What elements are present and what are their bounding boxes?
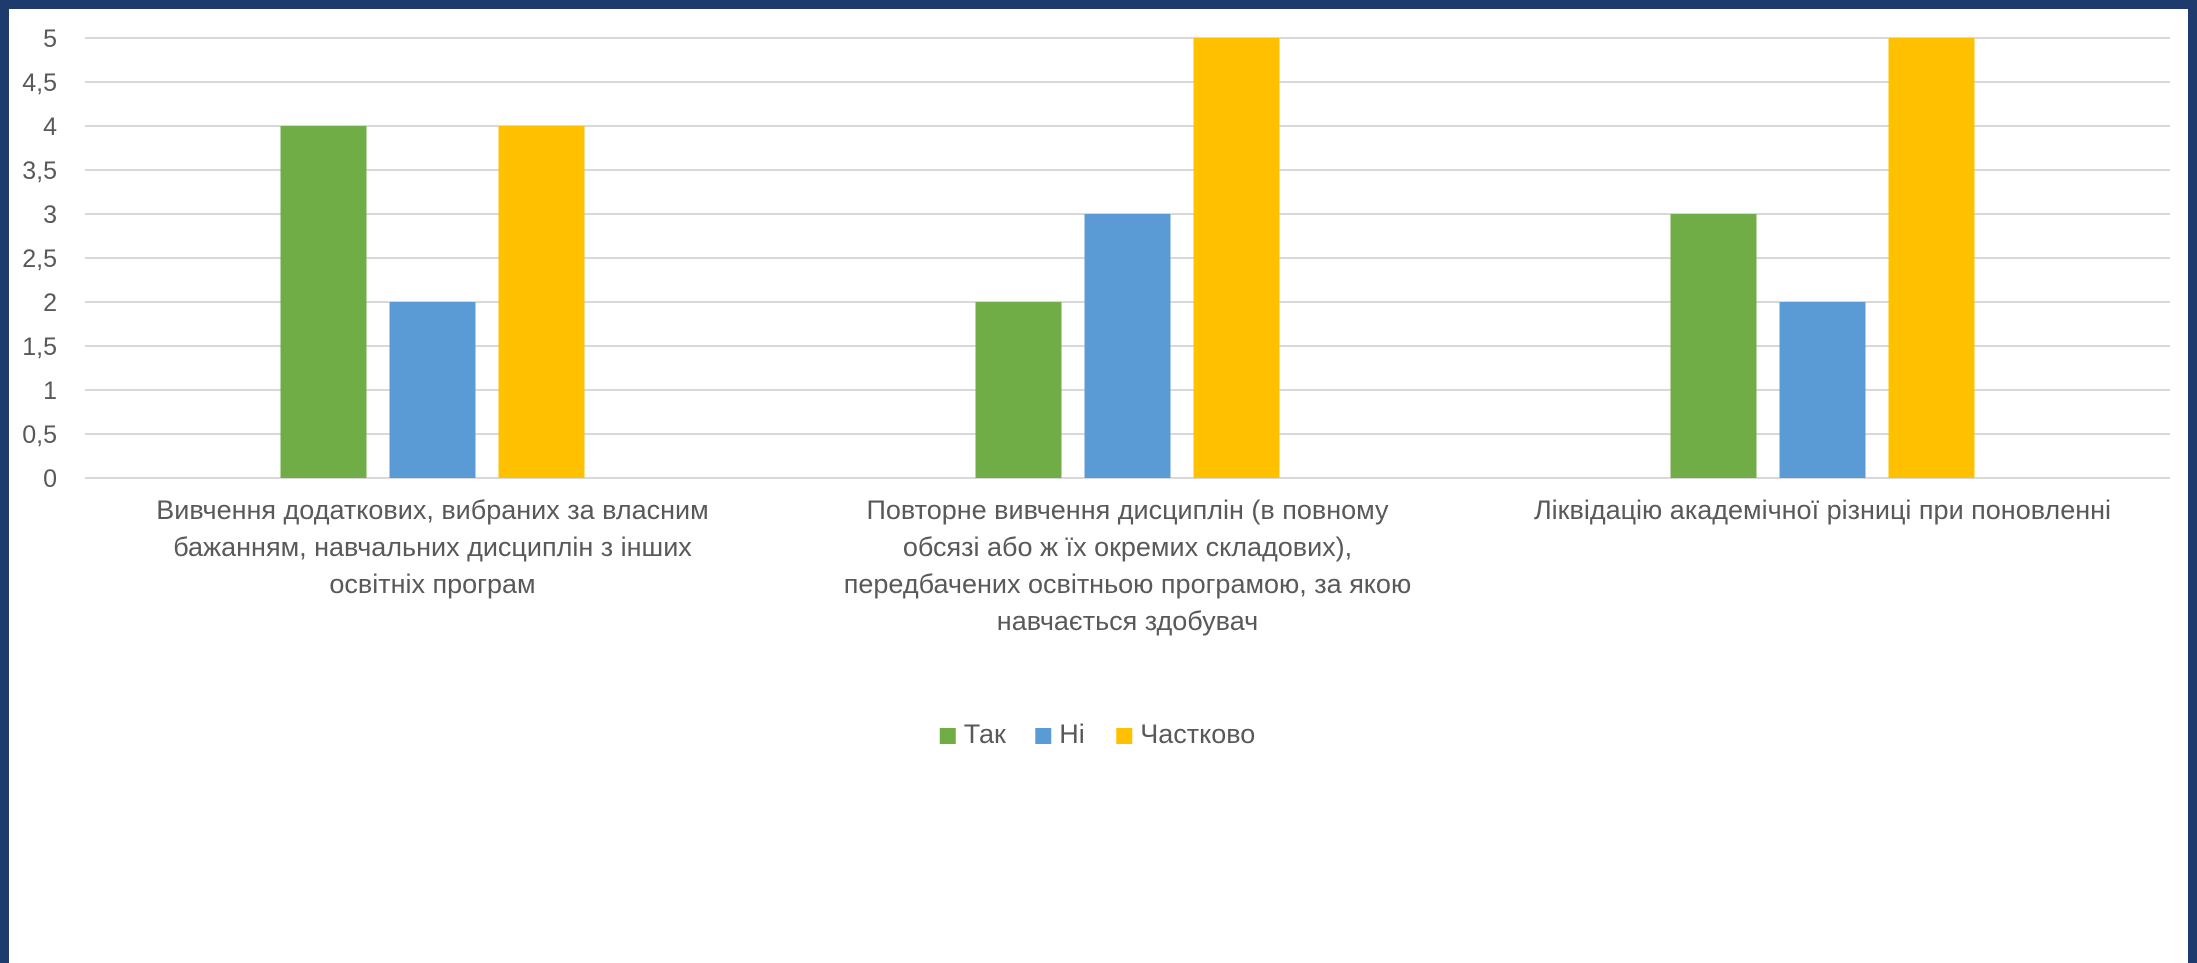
y-tick-label: 1,5 bbox=[22, 333, 57, 361]
x-category-label: передбачених освітньою програмою, за яко… bbox=[844, 569, 1411, 599]
bar bbox=[1779, 302, 1866, 478]
bar bbox=[1888, 38, 1975, 478]
legend-label: Ні bbox=[1059, 719, 1085, 749]
x-axis-labels: Вивчення додаткових, вибраних за власним… bbox=[156, 495, 2111, 636]
y-tick-label: 0 bbox=[43, 465, 57, 493]
bar bbox=[389, 302, 476, 478]
y-tick-label: 2 bbox=[43, 289, 57, 317]
y-tick-label: 4 bbox=[43, 113, 57, 141]
x-category-label: навчається здобувач bbox=[997, 606, 1258, 636]
bar bbox=[498, 126, 585, 478]
bar bbox=[1084, 214, 1171, 478]
y-axis-ticks: 0 0,5 1 1,5 2 2,5 3 3,5 4 4,5 5 bbox=[22, 25, 57, 493]
legend-swatch bbox=[1035, 728, 1052, 744]
y-tick-label: 3 bbox=[43, 201, 57, 229]
y-tick-label: 1 bbox=[43, 377, 57, 405]
x-category-label: обсязі або ж їх окремих складових), bbox=[903, 532, 1352, 562]
bar bbox=[1193, 38, 1280, 478]
bar bbox=[280, 126, 367, 478]
x-category-label: Повторне вивчення дисциплін (в повному bbox=[866, 495, 1389, 525]
y-tick-label: 3,5 bbox=[22, 157, 57, 185]
legend: Так Ні Частково bbox=[939, 719, 1255, 749]
y-tick-label: 4,5 bbox=[22, 69, 57, 97]
legend-label: Частково bbox=[1140, 719, 1255, 749]
bars bbox=[280, 38, 1975, 478]
y-tick-label: 0,5 bbox=[22, 421, 57, 449]
x-category-label: Ліквідацію академічної різниці при понов… bbox=[1534, 495, 2111, 525]
legend-label: Так bbox=[964, 719, 1006, 749]
x-category-label: бажанням, навчальних дисциплін з інших bbox=[173, 532, 692, 562]
bar bbox=[1670, 214, 1757, 478]
legend-swatch bbox=[939, 728, 956, 744]
legend-swatch bbox=[1116, 728, 1133, 744]
bar bbox=[975, 302, 1062, 478]
x-category-label: освітніх програм bbox=[329, 569, 535, 599]
x-category-label: Вивчення додаткових, вибраних за власним bbox=[156, 495, 708, 525]
y-tick-label: 2,5 bbox=[22, 245, 57, 273]
y-tick-label: 5 bbox=[43, 25, 57, 53]
